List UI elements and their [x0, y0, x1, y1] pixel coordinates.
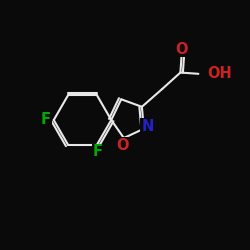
- Text: OH: OH: [207, 66, 232, 81]
- Text: F: F: [93, 144, 103, 160]
- Text: N: N: [141, 119, 154, 134]
- Text: O: O: [176, 42, 188, 56]
- Text: O: O: [116, 138, 129, 152]
- Text: F: F: [41, 112, 51, 128]
